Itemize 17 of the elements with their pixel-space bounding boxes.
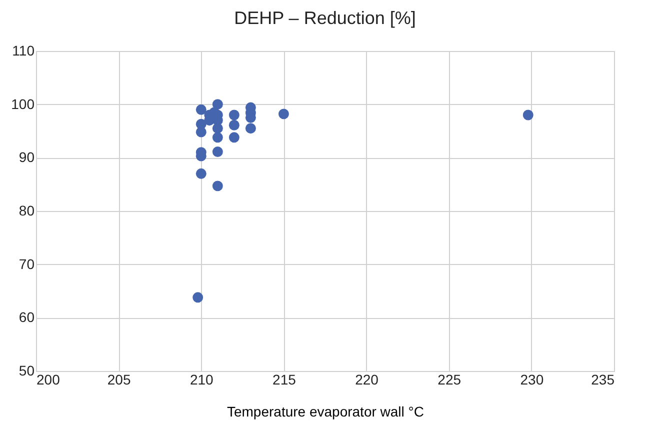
y-tick-label: 50 (18, 362, 35, 378)
x-tick-label: 235 (591, 372, 615, 388)
x-tick-label: 220 (355, 372, 379, 388)
y-tick-label: 60 (18, 309, 35, 326)
y-tick-label: 110 (12, 42, 35, 58)
chart-title: DEHP – Reduction [%] (234, 8, 416, 28)
x-tick-label: 200 (36, 372, 60, 388)
y-tick-label: 100 (11, 96, 35, 112)
x-tick-label: 215 (272, 372, 296, 388)
y-tick-label: 90 (18, 149, 35, 166)
y-tick-label: 80 (18, 202, 35, 218)
x-tick-label: 230 (520, 372, 544, 388)
x-tick-label: 225 (438, 372, 462, 388)
y-tick-label: 70 (18, 256, 35, 272)
x-tick-label: 210 (190, 372, 214, 388)
x-axis-title: Temperature evaporator wall °C (226, 404, 424, 420)
x-tick-label: 205 (107, 372, 131, 388)
